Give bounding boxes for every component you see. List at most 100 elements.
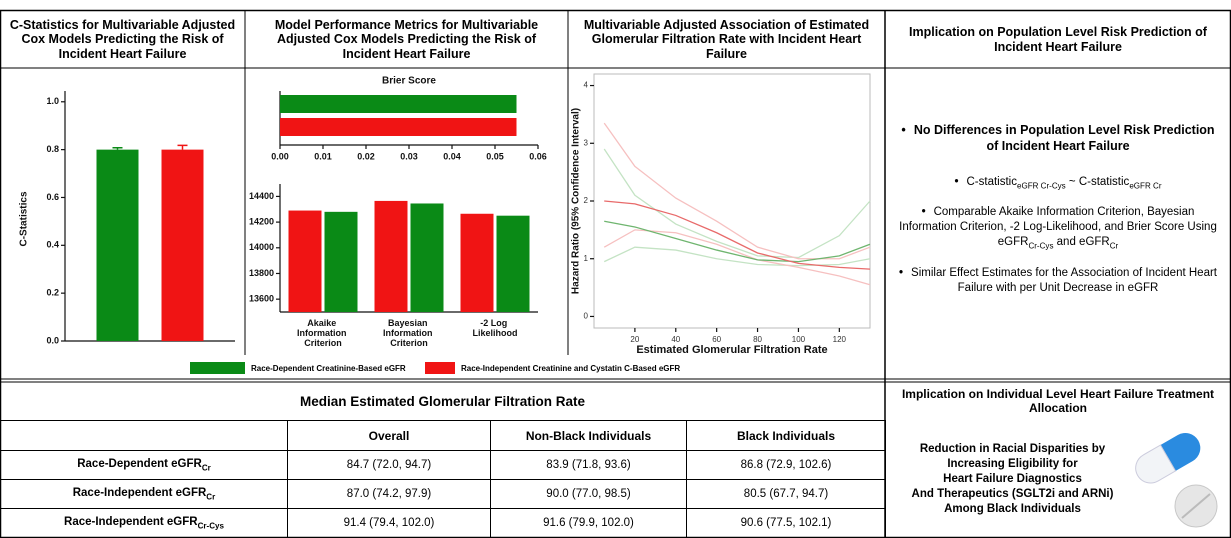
text-segment: Race-Independent eGFR — [64, 516, 198, 528]
legend-item: Race-Dependent Creatinine-Based eGFR — [190, 358, 406, 378]
text-segment: No Differences in Population Level Risk … — [914, 123, 1215, 153]
x-tick-label: Akaike Information Criterion — [297, 318, 349, 348]
y-tick-label: 1.0 — [46, 96, 59, 106]
text-line: And Therapeutics (SGLT2i and ARNi) — [885, 487, 1140, 502]
y-tick-label: 0.6 — [46, 192, 59, 202]
text-segment: Race-Dependent eGFR — [77, 458, 202, 470]
bar — [162, 150, 204, 341]
bar — [411, 203, 444, 312]
bullet-item: No Differences in Population Level Risk … — [895, 122, 1221, 155]
line — [604, 123, 870, 259]
bullet-item: Similar Effect Estimates for the Associa… — [895, 266, 1221, 296]
y-tick-label: 13800 — [249, 268, 274, 278]
table-row: Race-Independent eGFRCr 87.0 (74.2, 97.9… — [1, 480, 886, 509]
table: Overall Non-Black Individuals Black Indi… — [0, 420, 886, 538]
header-cell: Overall — [288, 421, 491, 451]
text-segment: Race-Independent eGFR — [73, 487, 207, 499]
line — [604, 221, 870, 261]
x-tick-label: 0.02 — [357, 151, 375, 161]
bar — [289, 211, 322, 312]
cell: 83.9 (71.8, 93.6) — [491, 451, 687, 480]
header-cell — [1, 421, 288, 451]
line — [604, 149, 870, 258]
text-line: Heart Failure Diagnostics — [885, 472, 1140, 487]
y-tick-label: 0.2 — [46, 288, 59, 298]
population-panel: No Differences in Population Level Risk … — [885, 122, 1231, 310]
y-axis-label: C-Statistics — [19, 191, 30, 246]
bullet-item: C-statisticeGFR Cr-Cys ~ C-statisticeGFR… — [895, 175, 1221, 192]
y-tick-label: 13600 — [249, 294, 274, 304]
subscript: Cr — [206, 492, 215, 501]
y-tick-label: 4 — [584, 81, 589, 90]
text-segment: and eGFR — [1053, 236, 1109, 248]
header-cell: Black Individuals — [687, 421, 886, 451]
subscript: Cr — [202, 463, 211, 472]
row-label: Race-Dependent eGFRCr — [1, 451, 288, 480]
text-segment: ~ C-statistic — [1066, 176, 1130, 188]
panel-title: Implication on Population Level Risk Pre… — [885, 11, 1231, 68]
y-axis-label: Hazard Ratio (95% Confidence Interval) — [571, 108, 582, 294]
y-tick-label: 0 — [584, 312, 589, 321]
text-line: Increasing Eligibility for — [885, 457, 1140, 472]
cell: 91.6 (79.9, 102.0) — [491, 509, 687, 538]
legend-item: Race-Independent Creatinine and Cystatin… — [425, 358, 680, 378]
x-tick-label: 0.01 — [314, 151, 332, 161]
x-tick-label: Bayesian Information Criterion — [383, 318, 435, 348]
x-tick-label: 20 — [630, 335, 639, 344]
x-axis-label: Estimated Glomerular Filtration Rate — [636, 344, 827, 355]
y-tick-label: 14000 — [249, 242, 274, 252]
header-cell: Non-Black Individuals — [491, 421, 687, 451]
error-bar — [178, 145, 188, 149]
subscript: Cr-Cys — [198, 521, 224, 530]
label-line: Criterion — [390, 338, 428, 348]
x-tick-label: 100 — [792, 335, 806, 344]
cell: 90.0 (77.0, 98.5) — [491, 480, 687, 509]
panel-title: Model Performance Metrics for Multivaria… — [245, 11, 568, 68]
y-tick-label: 2 — [584, 196, 589, 205]
x-tick-label: 0.06 — [529, 151, 547, 161]
y-tick-label: 0.8 — [46, 144, 59, 154]
cell: 91.4 (79.4, 102.0) — [288, 509, 491, 538]
panel-title: C-Statistics for Multivariable Adjusted … — [0, 11, 245, 68]
graphical-abstract: C-Statistics for Multivariable Adjusted … — [0, 0, 1231, 538]
label-line: Likelihood — [473, 328, 518, 338]
y-tick-label: 0.0 — [46, 335, 59, 345]
chart: 0.0 0.2 0.4 0.6 0.8 1.0 C-Statistics — [0, 68, 245, 355]
bar — [280, 95, 517, 113]
tablet-icon — [1175, 485, 1217, 527]
table-row: Race-Independent eGFRCr-Cys 91.4 (79.4, … — [1, 509, 886, 538]
cell: 84.7 (72.0, 94.7) — [288, 451, 491, 480]
label-line: Information — [383, 328, 435, 338]
subscript: eGFR Cr-Cys — [1017, 181, 1066, 190]
bar — [97, 150, 139, 341]
row-label: Race-Independent eGFRCr — [1, 480, 288, 509]
x-tick-label: 40 — [671, 335, 680, 344]
x-tick-label: 0.05 — [486, 151, 504, 161]
bar — [497, 216, 530, 312]
bullet-item: Comparable Akaike Information Criterion,… — [895, 205, 1221, 252]
x-tick-label: 120 — [833, 335, 847, 344]
x-tick-label: 0.03 — [400, 151, 418, 161]
legend-label: Race-Independent Creatinine and Cystatin… — [461, 364, 680, 373]
label-line: -2 Log — [480, 318, 510, 328]
row-label: Race-Independent eGFRCr-Cys — [1, 509, 288, 538]
label-line: Information — [297, 328, 349, 338]
y-tick-label: 0.4 — [46, 240, 59, 250]
x-tick-label: -2 Log Likelihood — [473, 318, 518, 338]
subscript: eGFR Cr — [1129, 181, 1161, 190]
bar — [461, 214, 494, 312]
cell: 90.6 (77.5, 102.1) — [687, 509, 886, 538]
x-tick-label: 60 — [712, 335, 721, 344]
text-segment: Similar Effect Estimates for the Associa… — [911, 267, 1217, 294]
panel-title: Implication on Individual Level Heart Fa… — [885, 384, 1231, 420]
chart-subtitle: Brier Score — [382, 76, 436, 87]
cell: 86.8 (72.9, 102.6) — [687, 451, 886, 480]
cell: 80.5 (67.7, 94.7) — [687, 480, 886, 509]
subscript: Cr-Cys — [1028, 241, 1053, 250]
label-line: Bayesian — [388, 318, 430, 328]
capsule-icon — [1130, 428, 1206, 489]
legend-swatch — [425, 362, 455, 374]
text-segment: C-statistic — [967, 176, 1017, 188]
